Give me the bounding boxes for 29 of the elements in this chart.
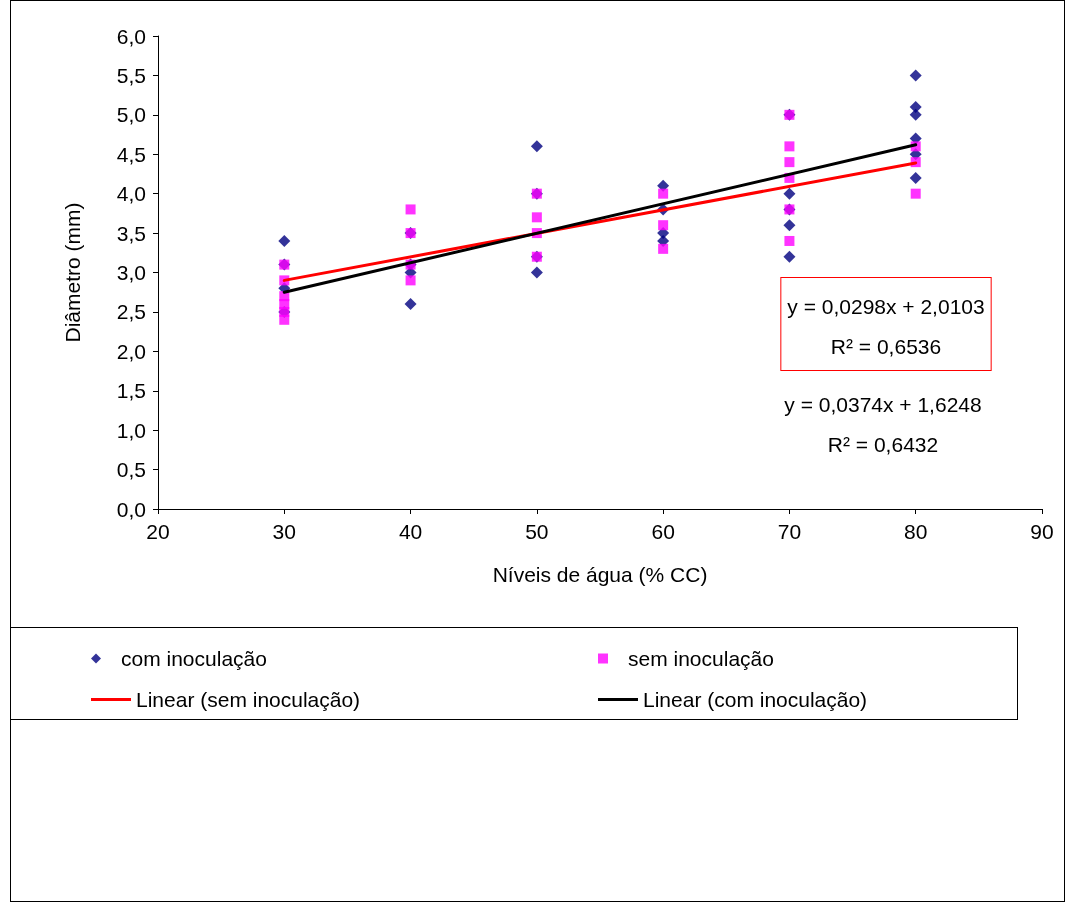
y-tick-label: 3,0	[116, 261, 146, 284]
legend-label: Linear (sem inoculação)	[136, 688, 361, 711]
y-tick-label: 3,5	[116, 221, 146, 245]
legend-label: sem inoculação	[628, 647, 774, 670]
x-tick-label: 20	[146, 520, 170, 543]
y-tick-label: 5,0	[116, 103, 146, 127]
y-tick-label: 1,0	[116, 418, 146, 442]
y-tick-label: 0,0	[116, 497, 146, 521]
legend-label: com inoculação	[121, 647, 267, 670]
y-tick-label: 1,5	[116, 379, 146, 403]
y-tick-label: 2,5	[116, 300, 146, 324]
x-tick-label: 70	[777, 520, 802, 543]
y-tick-label: 2,0	[116, 339, 146, 363]
x-tick-label: 90	[1030, 520, 1054, 543]
x-tick-label: 50	[525, 520, 549, 543]
y-tick-label: 4,0	[116, 182, 146, 206]
x-tick-label: 80	[904, 520, 928, 543]
y-axis-title: Diâmetro (mm)	[61, 202, 84, 343]
x-tick-label: 40	[398, 520, 423, 543]
annotation: y = 0,0374x + 1,6248 R² = 0,6432	[784, 392, 982, 456]
y-tick-label: 4,5	[116, 142, 146, 166]
x-tick-label: 60	[651, 520, 675, 543]
x-tick-label: 30	[272, 520, 296, 543]
y-tick-label: 5,5	[116, 63, 146, 87]
y-tick-label: 0,5	[116, 458, 146, 482]
y-tick-label: 6,0	[116, 24, 146, 48]
annotation: y = 0,0298x + 2,0103 R² = 0,6536	[787, 294, 985, 358]
legend-label: Linear (com inoculação)	[643, 688, 868, 711]
x-axis-title: Níveis de água (% CC)	[492, 563, 708, 586]
